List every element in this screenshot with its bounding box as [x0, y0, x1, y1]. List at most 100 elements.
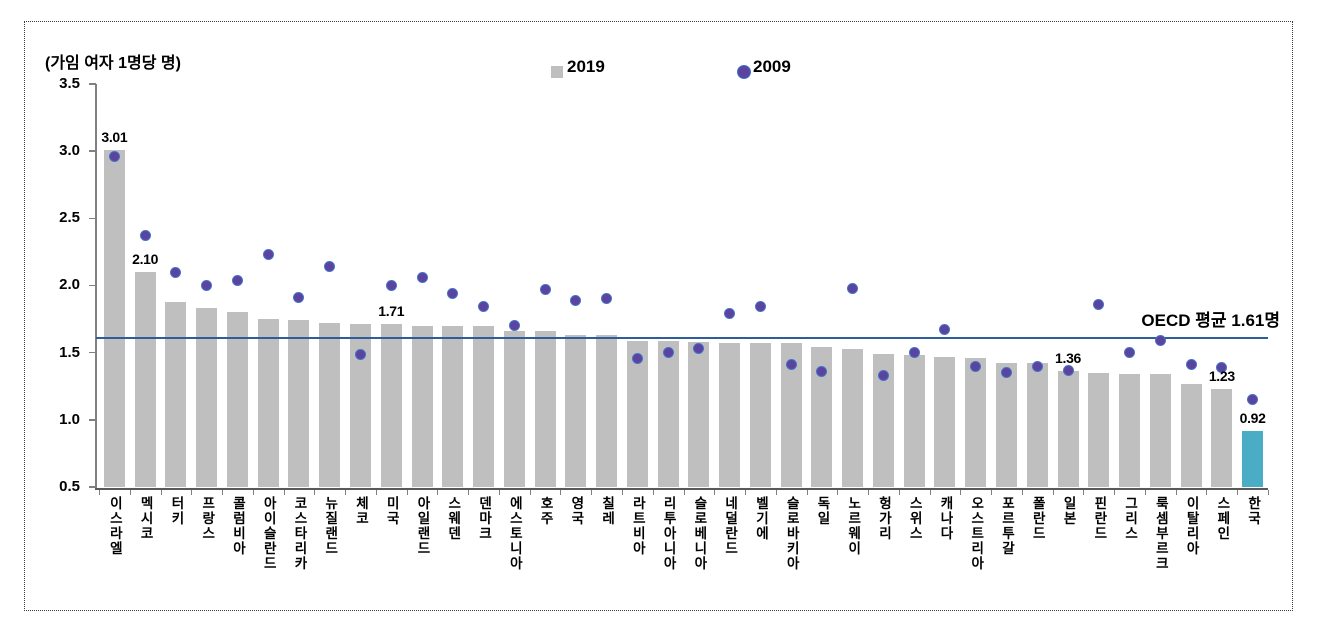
oecd-average-line	[96, 336, 1268, 340]
bar-2019-라트비아	[626, 340, 648, 487]
bar-2019-한국	[1242, 430, 1264, 487]
x-category-label-체코: 체코	[353, 496, 369, 526]
x-category-label-아일랜드: 아일랜드	[415, 496, 430, 556]
x-tick-mark	[283, 489, 285, 495]
legend-2019-label: 2019	[567, 57, 605, 76]
dot-2009-그리스	[1124, 347, 1136, 359]
x-tick-mark	[437, 489, 439, 495]
dot-2009-아이슬란드	[262, 249, 274, 261]
x-tick-mark	[314, 489, 316, 495]
bar-2019-호주	[534, 331, 556, 487]
y-tick-mark-0.5	[89, 486, 96, 488]
y-tick-mark-1.5	[89, 351, 96, 354]
bar-2019-노르웨이	[842, 348, 864, 487]
dot-2009-슬로베니아	[693, 343, 705, 355]
x-category-label-네덜란드: 네덜란드	[722, 496, 738, 556]
bar-2019-캐나다	[934, 356, 956, 487]
x-category-label-프랑스: 프랑스	[199, 496, 215, 541]
x-tick-mark	[806, 489, 808, 495]
x-category-label-이탈리아: 이탈리아	[1184, 496, 1200, 556]
bar-2019-핀란드	[1088, 372, 1110, 487]
x-tick-mark	[837, 489, 839, 495]
x-category-label-룩셈부르크: 룩셈부르크	[1153, 496, 1169, 571]
y-tick-mark-2.5	[89, 217, 96, 220]
bar-2019-포르투갈	[996, 363, 1017, 487]
x-tick-mark	[929, 489, 931, 495]
x-tick-mark	[468, 489, 470, 495]
x-category-label-슬로베니아: 슬로베니아	[691, 496, 707, 571]
x-tick-mark	[529, 489, 531, 495]
legend-2009-label: 2009	[753, 57, 791, 76]
y-tick-label-3.0: 3.0	[59, 142, 80, 160]
x-category-label-슬로바키아: 슬로바키아	[784, 496, 800, 571]
dot-2009-네덜란드	[724, 308, 736, 320]
data-label-스페인: 1.23	[1208, 367, 1235, 384]
dot-2009-아일랜드	[416, 271, 428, 283]
x-category-label-칠레: 칠레	[599, 496, 615, 526]
dot-2009-코스타리카	[293, 292, 305, 304]
y-axis-unit-label: (가임 여자 1명당 명)	[45, 55, 181, 72]
x-tick-mark	[1021, 489, 1023, 495]
x-tick-mark	[1114, 489, 1116, 495]
x-category-label-스위스: 스위스	[907, 496, 923, 541]
x-category-label-한국: 한국	[1245, 496, 1261, 526]
x-category-label-포르투갈: 포르투갈	[999, 496, 1015, 556]
dot-2009-이탈리아	[1185, 359, 1197, 371]
dot-2009-헝가리	[877, 370, 889, 381]
dot-2009-리투아니아	[662, 347, 674, 359]
y-tick-label-3.5: 3.5	[59, 75, 80, 92]
x-tick-mark	[99, 489, 100, 495]
x-category-label-뉴질랜드: 뉴질랜드	[322, 496, 338, 556]
dot-2009-핀란드	[1093, 298, 1105, 310]
dot-2009-체코	[354, 348, 366, 360]
x-category-label-에스토니아: 에스토니아	[507, 496, 523, 571]
bar-2019-독일	[811, 347, 833, 487]
x-category-label-라트비아: 라트비아	[630, 496, 646, 556]
y-tick-mark-3.5	[89, 83, 96, 85]
x-category-label-멕시코: 멕시코	[138, 496, 154, 541]
bar-2019-체코	[349, 324, 371, 487]
dot-2009-스페인	[1216, 361, 1228, 373]
bar-2019-스페인	[1211, 388, 1233, 487]
x-tick-mark	[406, 489, 408, 495]
bar-2019-코스타리카	[288, 320, 310, 487]
bar-2019-이탈리아	[1180, 383, 1202, 487]
x-tick-mark	[683, 489, 685, 495]
bar-2019-멕시코	[134, 272, 156, 487]
x-tick-mark	[375, 489, 377, 495]
dot-2009-한국	[1247, 394, 1259, 406]
legend-2009-circle-marker	[737, 65, 751, 79]
x-tick-mark	[1237, 489, 1239, 495]
x-tick-mark	[1206, 489, 1208, 495]
data-label-멕시코: 2.10	[132, 251, 159, 268]
bar-2019-룩셈부르크	[1149, 374, 1171, 487]
x-category-label-터키: 터키	[168, 496, 184, 526]
dot-2009-일본	[1062, 364, 1074, 376]
dot-2009-콜럼비아	[231, 274, 243, 286]
x-category-label-호주: 호주	[538, 496, 554, 526]
x-tick-mark	[1175, 489, 1177, 495]
x-axis-line	[95, 487, 1268, 490]
x-category-label-리투아니아: 리투아니아	[661, 496, 677, 571]
x-category-label-이스라엘: 이스라엘	[107, 496, 123, 556]
x-category-label-벨기에: 벨기에	[753, 496, 769, 541]
y-tick-label-1.5: 1.5	[59, 343, 80, 361]
bar-2019-에스토니아	[503, 331, 525, 487]
x-tick-mark	[1144, 489, 1146, 495]
data-label-일본: 1.36	[1055, 350, 1082, 367]
dot-2009-영국	[570, 294, 582, 306]
bar-2019-폴란드	[1026, 363, 1048, 487]
x-category-label-코스타리카: 코스타리카	[291, 496, 307, 571]
bar-2019-아이슬란드	[257, 319, 279, 487]
x-category-label-영국: 영국	[568, 496, 584, 526]
y-tick-label-2.0: 2.0	[59, 276, 80, 294]
bar-2019-영국	[565, 335, 587, 487]
bar-2019-터키	[165, 301, 187, 487]
dot-2009-에스토니아	[508, 320, 520, 332]
bar-2019-벨기에	[749, 343, 771, 487]
x-tick-mark	[591, 489, 593, 495]
dot-2009-라트비아	[631, 352, 643, 364]
y-tick-label-1.0: 1.0	[59, 410, 80, 428]
data-label-미국: 1.71	[378, 303, 405, 320]
